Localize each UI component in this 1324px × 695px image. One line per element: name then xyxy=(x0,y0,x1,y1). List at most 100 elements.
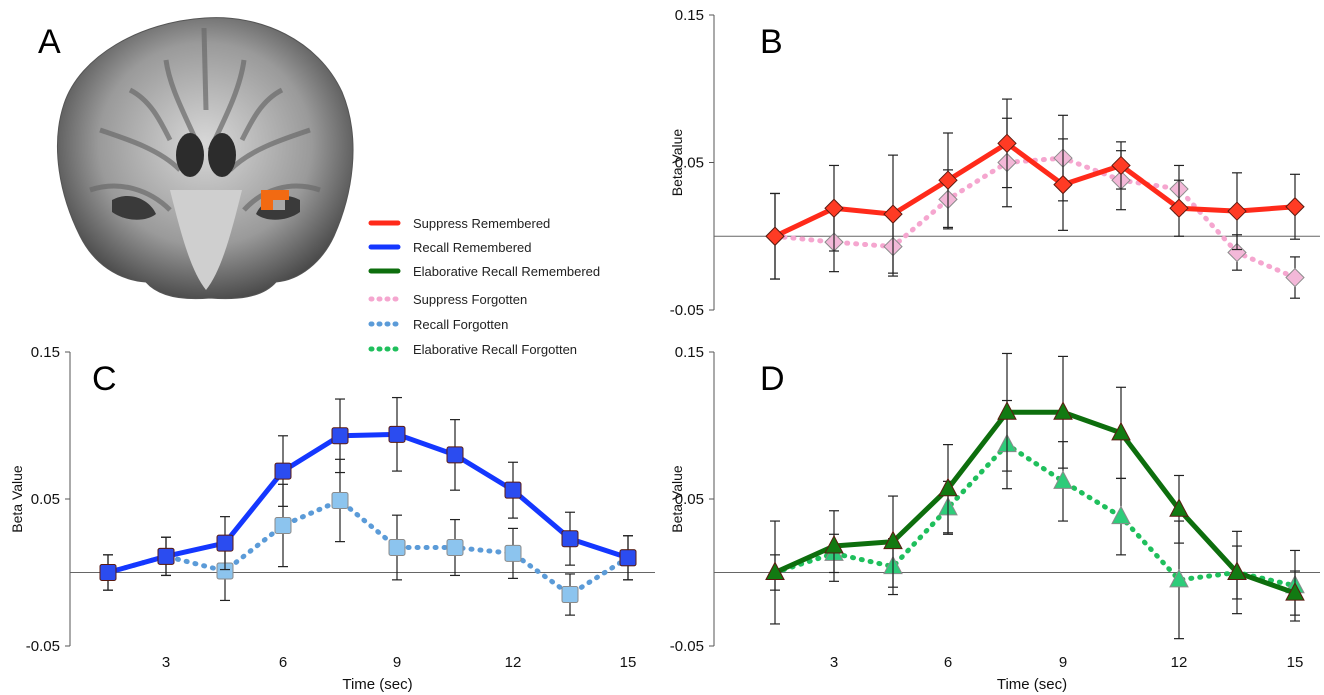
data-point xyxy=(1285,197,1305,217)
x-tick-label: 3 xyxy=(830,654,838,671)
y-tick-label: 0.05 xyxy=(675,491,704,508)
data-point xyxy=(1227,201,1247,221)
series-recall-remembered xyxy=(99,396,637,591)
data-point xyxy=(561,586,579,604)
series-elaborative-recall-forgotten xyxy=(765,399,1305,640)
data-point xyxy=(1285,267,1305,288)
x-tick-label: 15 xyxy=(1287,654,1304,671)
data-point xyxy=(1227,561,1247,580)
data-point xyxy=(446,446,464,464)
series-line xyxy=(772,442,1298,589)
data-point xyxy=(1111,155,1131,176)
x-tick-label: 6 xyxy=(279,654,287,671)
data-point xyxy=(504,544,522,562)
data-point xyxy=(619,549,637,567)
data-point xyxy=(216,534,234,552)
data-point xyxy=(331,427,349,445)
data-point xyxy=(824,534,844,554)
data-point xyxy=(765,226,785,246)
panel-letter-d: D xyxy=(760,360,785,398)
data-point xyxy=(824,198,844,218)
series-line xyxy=(772,140,1298,239)
series-line xyxy=(772,155,1298,281)
y-tick-label: 0.15 xyxy=(31,344,60,361)
legend: Suppress Remembered Recall Remembered El… xyxy=(368,216,600,357)
legend-item: Elaborative Recall Forgotten xyxy=(368,342,577,357)
data-point xyxy=(99,564,117,581)
x-axis-label: Time (sec) xyxy=(997,676,1067,693)
y-tick-label: -0.05 xyxy=(670,638,704,655)
x-tick-label: 9 xyxy=(1059,654,1067,671)
legend-item: Suppress Forgotten xyxy=(368,292,527,307)
y-axis-label: Beta Value xyxy=(9,465,25,533)
legend-label: Elaborative Recall Remembered xyxy=(413,264,600,279)
brain-slice-image xyxy=(56,17,354,300)
series-line xyxy=(772,409,1298,596)
y-tick-label: 0.05 xyxy=(675,155,704,172)
panel-letter-c: C xyxy=(92,360,117,398)
x-tick-label: 15 xyxy=(620,654,637,671)
data-point xyxy=(561,530,579,548)
data-point xyxy=(1111,421,1131,441)
x-axis-label: Time (sec) xyxy=(342,676,412,693)
data-point xyxy=(274,462,292,480)
data-point xyxy=(997,133,1017,154)
activation-roi xyxy=(261,190,289,200)
legend-item: Recall Remembered xyxy=(368,240,532,255)
y-tick-label: -0.05 xyxy=(26,638,60,655)
data-point xyxy=(274,516,292,534)
series-line xyxy=(105,431,631,575)
data-point xyxy=(1227,242,1247,263)
legend-label: Suppress Remembered xyxy=(413,216,550,231)
data-point xyxy=(1169,498,1189,517)
y-axis-label: Beta Value xyxy=(669,465,685,533)
data-point xyxy=(883,204,903,224)
data-point xyxy=(883,530,903,550)
data-point xyxy=(1053,401,1073,420)
panel-letter-b: B xyxy=(760,23,783,61)
data-point xyxy=(1111,505,1131,525)
x-tick-label: 12 xyxy=(505,654,522,671)
series-elaborative-recall-remembered xyxy=(765,352,1305,625)
data-point xyxy=(1169,568,1189,588)
x-tick-label: 6 xyxy=(944,654,952,671)
data-point xyxy=(938,170,958,190)
series-suppress-remembered xyxy=(765,98,1305,280)
data-point xyxy=(938,477,958,497)
chart-panel-b: 0.15 0.05 -0.05 Beta Value xyxy=(669,7,1320,319)
y-tick-label: 0.15 xyxy=(675,7,704,24)
x-tick-label: 3 xyxy=(162,654,170,671)
series-line xyxy=(105,497,631,598)
series-recall-forgotten xyxy=(99,458,637,616)
legend-item: Recall Forgotten xyxy=(368,317,508,332)
y-tick-label: 0.15 xyxy=(675,344,704,361)
legend-item: Suppress Remembered xyxy=(368,216,550,231)
series-suppress-forgotten xyxy=(765,114,1305,299)
y-axis-label: Beta Value xyxy=(669,129,685,197)
data-point xyxy=(157,547,175,565)
data-point xyxy=(1169,198,1189,218)
data-point xyxy=(997,401,1017,420)
data-point xyxy=(1053,470,1073,489)
panel-letter-a: A xyxy=(38,23,61,61)
y-tick-label: -0.05 xyxy=(670,302,704,319)
legend-item: Elaborative Recall Remembered xyxy=(368,264,600,279)
legend-label: Elaborative Recall Forgotten xyxy=(413,342,577,357)
data-point xyxy=(331,491,349,509)
data-point xyxy=(446,539,464,557)
legend-label: Suppress Forgotten xyxy=(413,292,527,307)
data-point xyxy=(388,539,406,557)
data-point xyxy=(765,561,785,580)
data-point xyxy=(388,425,406,443)
x-tick-label: 12 xyxy=(1171,654,1188,671)
x-tick-label: 9 xyxy=(393,654,401,671)
chart-panel-c: 0.15 0.05 -0.05 Beta Value 3 6 9 12 15 Time (sec) xyxy=(9,344,655,693)
data-point xyxy=(1285,582,1305,601)
legend-label: Recall Forgotten xyxy=(413,317,508,332)
chart-panel-d: 0.15 0.05 -0.05 Beta Value 3 6 9 12 15 Time (sec) xyxy=(669,344,1320,693)
data-point xyxy=(1053,174,1073,195)
y-tick-label: 0.05 xyxy=(31,491,60,508)
legend-label: Recall Remembered xyxy=(413,240,532,255)
data-point xyxy=(504,481,522,499)
